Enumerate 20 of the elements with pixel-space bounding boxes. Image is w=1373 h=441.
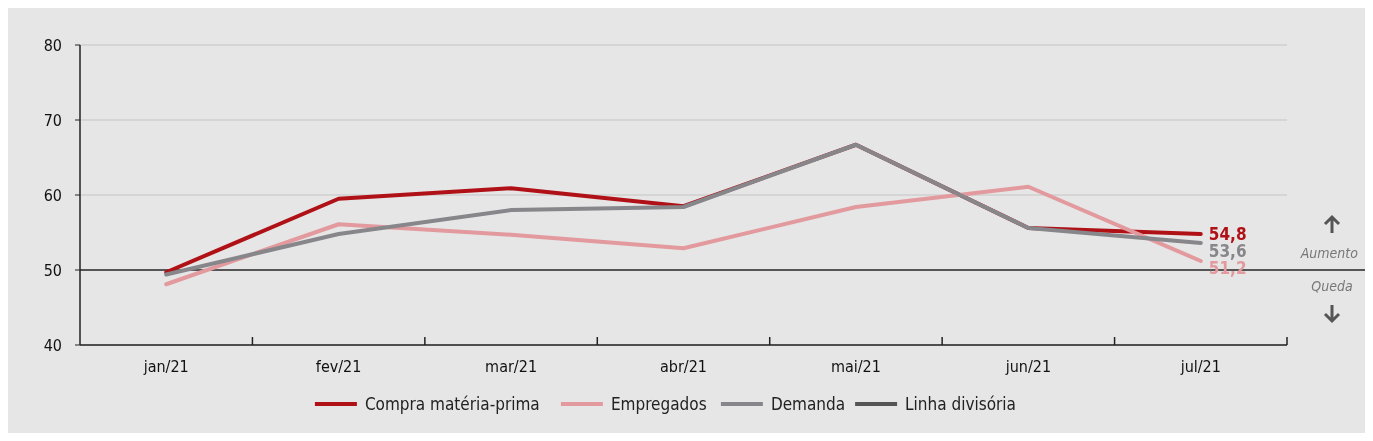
text: Aumento: [1299, 245, 1359, 261]
legend-label: Demanda: [770, 394, 846, 414]
y-tick-label: 60: [43, 186, 62, 205]
data-label: 54,8: [1208, 224, 1247, 244]
x-tick-label: fev/21: [315, 357, 362, 376]
x-tick-label: jun/21: [1004, 357, 1052, 376]
x-tick-label: mar/21: [485, 357, 538, 376]
y-tick-label: 40: [43, 336, 62, 355]
y-tick-label: 70: [43, 111, 62, 130]
legend-label: Compra matéria-prima: [364, 394, 540, 414]
y-tick-label: 50: [43, 261, 62, 280]
legend-label: Empregados: [610, 394, 707, 414]
legend-label: Linha divisória: [905, 394, 1016, 414]
x-tick-label: abr/21: [659, 357, 708, 376]
x-tick-label: jan/21: [142, 357, 189, 376]
text: Queda: [1311, 278, 1353, 294]
y-tick-label: 80: [43, 36, 62, 55]
x-tick-label: mai/21: [830, 357, 881, 376]
line-series: [164, 184, 1203, 287]
x-tick-label: jul/21: [1179, 357, 1221, 376]
